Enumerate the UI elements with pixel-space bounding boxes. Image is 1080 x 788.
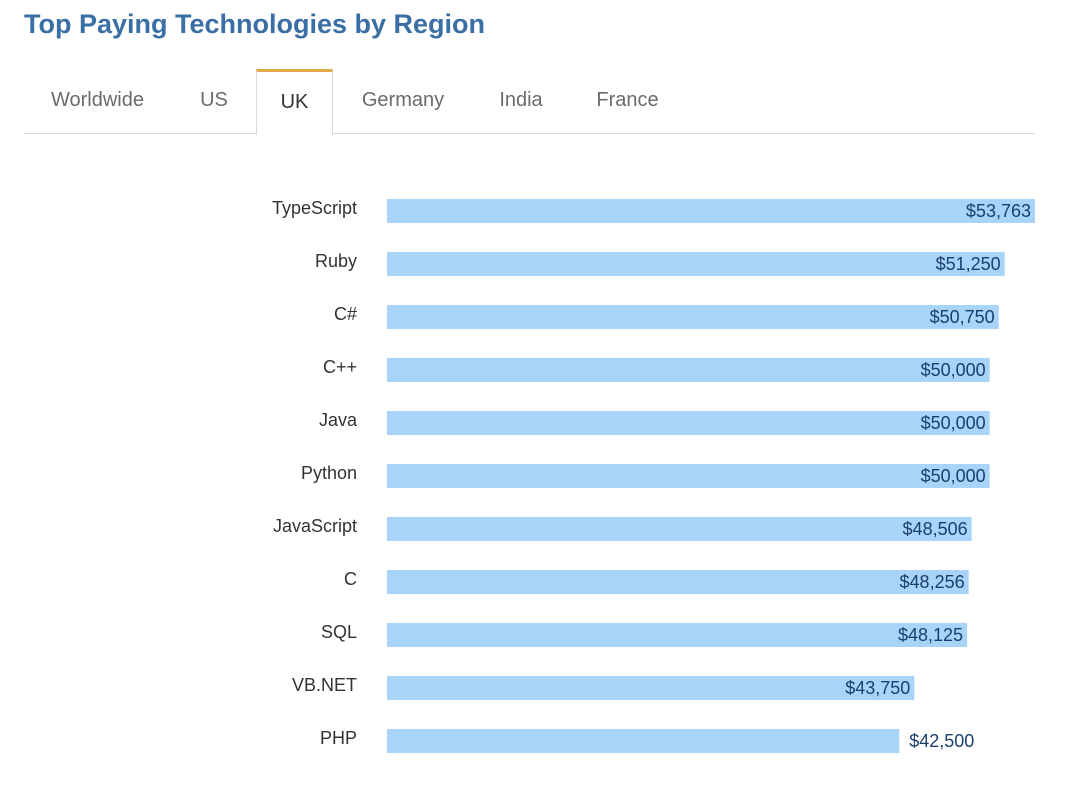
page-title: Top Paying Technologies by Region	[24, 9, 486, 39]
category-label: VB.NET	[292, 675, 357, 695]
value-label: $50,750	[930, 307, 995, 327]
value-label: $42,500	[909, 731, 974, 751]
bar[interactable]	[387, 517, 972, 541]
bar[interactable]	[387, 199, 1035, 223]
value-label: $50,000	[921, 360, 986, 380]
bar[interactable]	[387, 570, 969, 594]
bar[interactable]	[387, 252, 1005, 276]
bar[interactable]	[387, 623, 968, 647]
category-label: SQL	[321, 622, 357, 642]
bar[interactable]	[387, 305, 999, 329]
value-label: $48,256	[900, 572, 965, 592]
tab-us[interactable]: US	[200, 89, 228, 111]
value-label: $50,000	[921, 466, 986, 486]
value-label: $51,250	[936, 254, 1001, 274]
category-label: PHP	[320, 728, 357, 748]
tab-india[interactable]: India	[499, 89, 543, 111]
bar[interactable]	[387, 464, 990, 488]
region-tabs: Worldwide US UK Germany India France	[24, 69, 1035, 135]
bar[interactable]	[387, 729, 900, 753]
tab-worldwide[interactable]: Worldwide	[51, 89, 144, 111]
tab-uk[interactable]: UK	[256, 69, 333, 135]
value-label: $53,763	[966, 201, 1031, 221]
bar[interactable]	[387, 676, 915, 700]
category-label: C	[344, 569, 357, 589]
value-label: $43,750	[845, 678, 910, 698]
category-label: JavaScript	[273, 516, 357, 536]
value-label: $48,125	[898, 625, 963, 645]
tab-france[interactable]: France	[596, 89, 659, 111]
category-label: Ruby	[315, 251, 357, 271]
value-label: $48,506	[903, 519, 968, 539]
bar[interactable]	[387, 411, 990, 435]
category-label: Java	[319, 410, 358, 430]
category-label: Python	[301, 463, 357, 483]
tab-germany[interactable]: Germany	[361, 89, 445, 111]
salary-bar-chart: TypeScript $53,763 Ruby $51,250 C# $50,750 C++…	[272, 198, 1035, 753]
value-label: $50,000	[921, 413, 986, 433]
category-label: C++	[323, 357, 357, 377]
bar[interactable]	[387, 358, 990, 382]
category-label: TypeScript	[272, 198, 357, 218]
category-label: C#	[334, 304, 357, 324]
